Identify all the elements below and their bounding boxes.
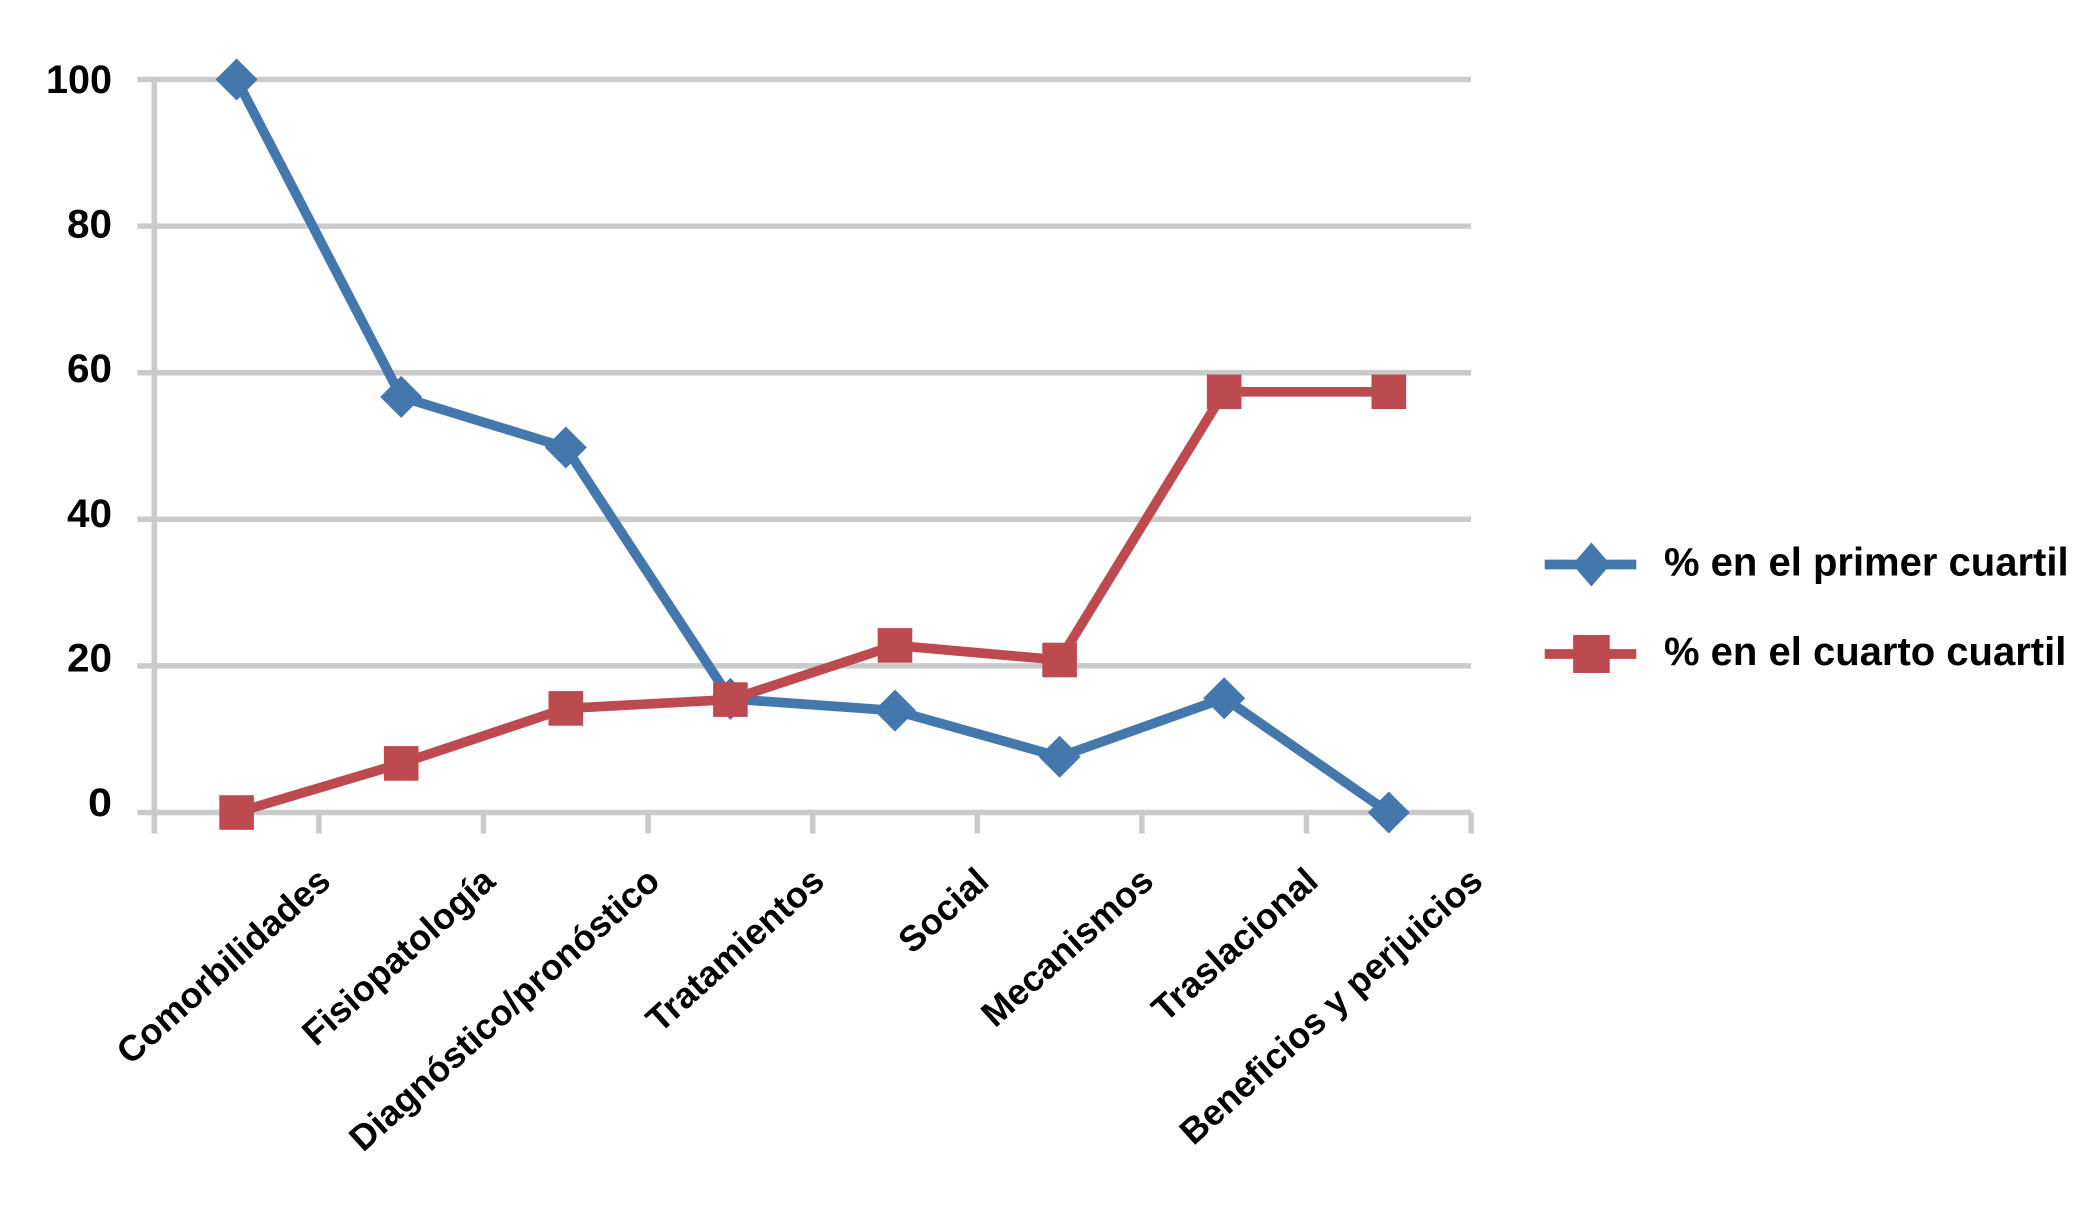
svg-text:% en el cuarto cuartil: % en el cuarto cuartil — [1664, 630, 2066, 674]
svg-text:100: 100 — [46, 58, 112, 102]
svg-text:40: 40 — [67, 492, 112, 536]
svg-text:80: 80 — [67, 203, 112, 247]
svg-text:0: 0 — [88, 781, 112, 825]
svg-text:% en el primer cuartil: % en el primer cuartil — [1664, 540, 2069, 584]
svg-text:60: 60 — [67, 347, 112, 391]
svg-text:20: 20 — [67, 636, 112, 680]
